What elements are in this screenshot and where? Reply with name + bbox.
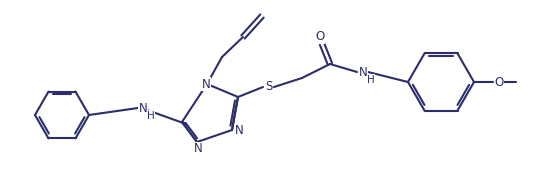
- Text: N: N: [202, 78, 210, 90]
- Text: N: N: [359, 66, 367, 78]
- Text: H: H: [147, 111, 155, 121]
- Text: O: O: [494, 76, 504, 88]
- Text: H: H: [367, 75, 375, 85]
- Text: N: N: [235, 124, 243, 137]
- Text: N: N: [139, 102, 148, 114]
- Text: N: N: [193, 143, 202, 155]
- Text: S: S: [266, 80, 273, 94]
- Text: O: O: [315, 31, 325, 43]
